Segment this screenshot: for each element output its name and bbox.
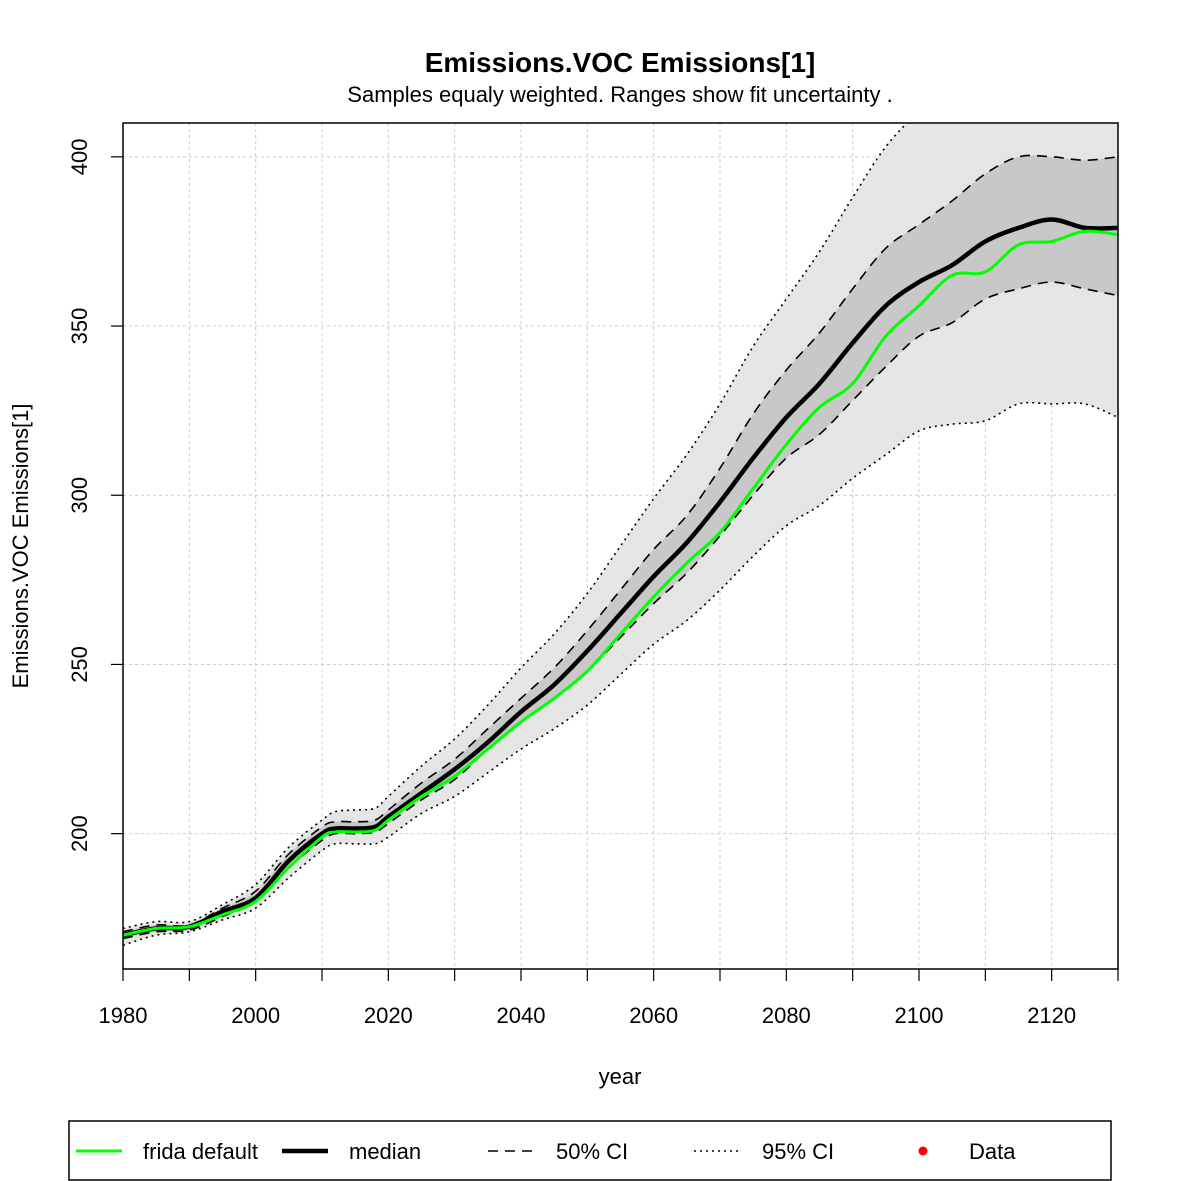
x-tick-label: 2020: [364, 1003, 413, 1028]
legend-label-frida-default: frida default: [143, 1139, 258, 1164]
y-axis-label: Emissions.VOC Emissions[1]: [8, 404, 33, 689]
chart-title: Emissions.VOC Emissions[1]: [425, 47, 816, 78]
y-tick-label: 350: [67, 308, 92, 345]
y-tick-label: 400: [67, 138, 92, 175]
y-tick-label: 300: [67, 477, 92, 514]
ci50-upper-line: [123, 154, 1118, 933]
plot-area: [123, 123, 1118, 947]
x-tick-label: 1980: [99, 1003, 148, 1028]
legend-label-ci95: 95% CI: [762, 1139, 834, 1164]
legend-label-median: median: [349, 1139, 421, 1164]
plot-frame: [122, 122, 1119, 970]
x-tick-label: 2040: [497, 1003, 546, 1028]
frida-default-line: [123, 229, 1118, 937]
legend-label-ci50: 50% CI: [556, 1139, 628, 1164]
x-tick-label: 2000: [231, 1003, 280, 1028]
legend-swatch-data: [918, 1146, 928, 1156]
y-tick-label: 200: [67, 815, 92, 852]
legend: frida default median 50% CI 95% CI Data: [68, 1120, 1112, 1181]
median-line: [123, 217, 1118, 938]
ci95-lower-line: [123, 401, 1118, 947]
legend-label-data: Data: [969, 1139, 1016, 1164]
y-tick-label: 250: [67, 646, 92, 683]
x-tick-label: 2120: [1027, 1003, 1076, 1028]
x-axis-label: year: [599, 1064, 642, 1089]
chart-subtitle: Samples equaly weighted. Ranges show fit…: [347, 82, 892, 107]
x-axis: 1980 2000 2020 2040 2060 2080 2100 2120: [99, 969, 1119, 1028]
ci50-band: [123, 155, 1118, 939]
x-tick-label: 2080: [762, 1003, 811, 1028]
x-tick-label: 2060: [629, 1003, 678, 1028]
x-tick-label: 2100: [895, 1003, 944, 1028]
legend-box: [68, 1120, 1112, 1181]
ci95-upper-line: [123, 123, 909, 930]
y-axis: 200 250 300 350 400: [67, 138, 123, 852]
